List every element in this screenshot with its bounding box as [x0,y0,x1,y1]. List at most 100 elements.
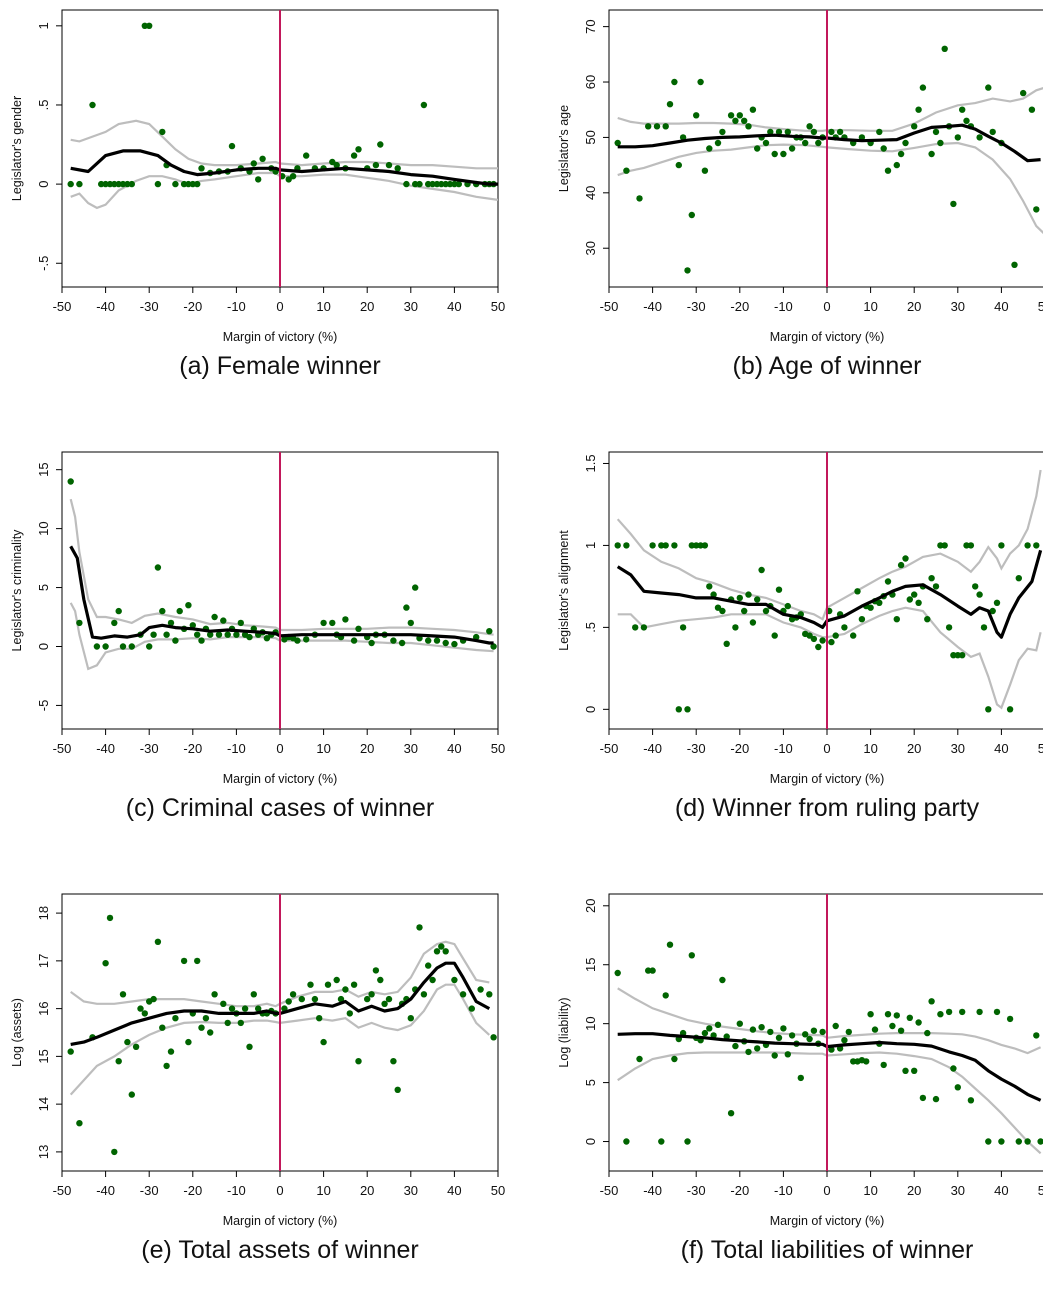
data-point [159,607,166,615]
data-point [954,652,961,659]
y-tick-label: 15 [36,1049,51,1063]
data-point [329,619,336,627]
y-tick-label: 1.5 [583,454,598,472]
data-point [167,1048,175,1055]
x-tick-label: -20 [730,1183,749,1198]
data-point [355,1058,362,1065]
data-point [76,619,83,627]
data-point [289,173,297,180]
data-point [897,561,905,569]
data-point [185,602,192,609]
data-point [333,976,340,984]
ci-upper-line [616,469,1042,621]
x-tick-label: 0 [823,299,830,314]
data-point [688,211,695,219]
data-point [928,998,935,1005]
data-point [819,637,826,644]
data-point [425,962,432,969]
data-point [959,106,966,113]
data-point [771,1052,778,1059]
data-point [350,981,358,988]
data-point [919,84,927,91]
x-tick-label: 20 [360,299,374,314]
data-point [706,583,713,590]
data-point [346,1010,353,1017]
fit-line [617,123,1041,163]
data-point [102,960,109,967]
data-point [451,640,458,648]
y-tick-label: -5 [36,700,51,712]
data-point [294,637,301,644]
data-point [486,628,493,635]
y-tick-label: 17 [36,954,51,968]
x-axis-title: Margin of victory (%) [770,772,885,786]
x-tick-label: 20 [360,741,374,756]
data-point [355,625,362,632]
data-point [377,976,384,984]
data-point [241,1005,249,1012]
data-point [675,706,682,713]
data-point [767,128,774,136]
data-point [815,139,822,147]
data-point [1033,1032,1040,1039]
y-tick-label: 1 [583,542,598,549]
data-point [425,180,432,188]
chart-panel-e: -50 -40 -30 -20 -10 0 10 20 30 40 50 13 14 15 16 17 18 Ma… [0,884,520,1304]
data-point [915,599,922,606]
x-tick-label: 0 [276,741,283,756]
x-tick-label: -40 [643,741,662,756]
y-tick-label: 0 [36,643,51,650]
data-point [893,161,900,169]
x-tick-label: 30 [404,741,418,756]
data-point [727,112,735,119]
data-point [307,981,314,988]
data-point [758,1024,765,1031]
data-point [893,616,900,623]
data-point [211,991,218,998]
x-tick-label: -20 [183,1183,202,1198]
data-point [128,1091,135,1098]
x-axis-title: Margin of victory (%) [223,772,338,786]
data-point [224,631,231,638]
x-axis-title: Margin of victory (%) [223,330,338,344]
panel-caption: (a) Female winner [179,352,381,380]
data-point [915,106,922,113]
data-point [679,624,687,631]
data-point [915,1019,922,1026]
data-point [407,619,414,627]
data-point [1006,1015,1014,1023]
fit-line [617,1032,1042,1102]
data-point [941,542,948,549]
y-tick-label: 60 [583,75,598,89]
x-tick-label: -50 [53,1183,72,1198]
data-point [841,624,848,631]
data-point [671,1055,678,1063]
data-point [662,123,669,130]
data-point [828,128,835,136]
data-point [172,180,179,188]
data-point [398,639,406,647]
data-point [150,995,157,1003]
ci-lower-line [617,141,1043,235]
data-point [863,1058,870,1065]
y-tick-label: 0 [583,706,598,713]
data-point [749,1026,757,1033]
x-tick-label: -20 [183,741,202,756]
data-point [745,123,752,130]
data-point [884,1011,892,1018]
data-point [754,145,761,152]
y-axis-title: Log (liability) [557,997,571,1067]
panel-caption: (e) Total assets of winner [141,1236,419,1264]
data-point [311,995,319,1003]
data-point [486,991,493,998]
data-point [451,976,458,984]
data-point [185,1038,192,1046]
data-point [207,1029,214,1036]
ci-lower-line [69,983,491,1096]
data-point [719,607,726,615]
data-point [333,161,340,169]
x-tick-label: -30 [140,1183,159,1198]
chart-svg-e: -50 -40 -30 -20 -10 0 10 20 30 40 50 13 14 15 16 17 18 Ma… [10,893,505,1228]
y-tick-label: 1 [36,22,51,29]
data-point [959,652,966,659]
